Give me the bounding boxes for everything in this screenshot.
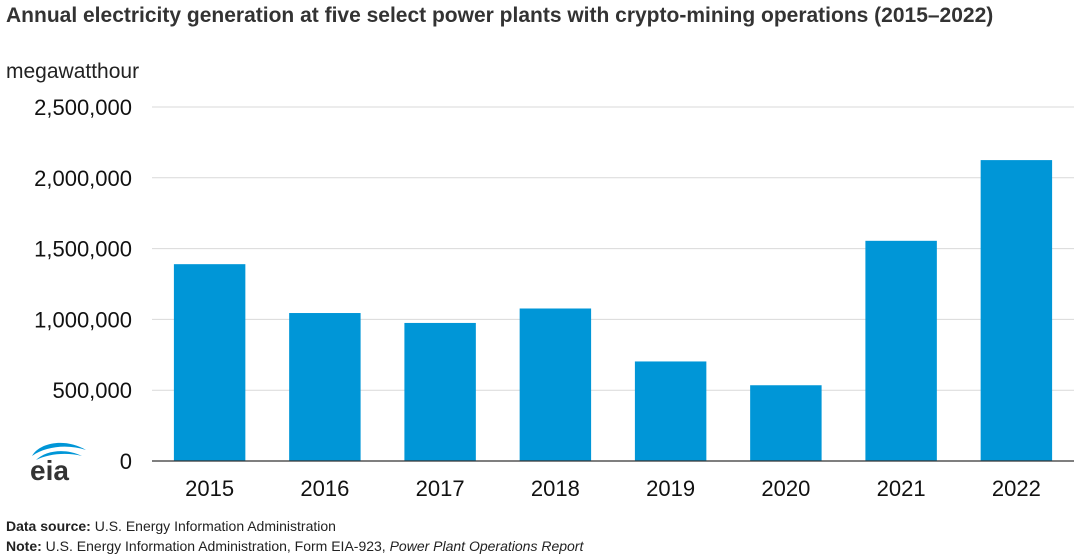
x-tick-label: 2015 [185,476,234,501]
eia-logo: eia [30,442,86,484]
x-tick-label: 2021 [877,476,926,501]
chart-title: Annual electricity generation at five se… [6,4,994,27]
bar-2015 [173,264,246,461]
x-tick-label: 2022 [992,476,1041,501]
y-tick-label: 2,000,000 [34,166,132,191]
y-tick-label: 500,000 [52,378,132,403]
data-source-label: Data source: [6,518,91,534]
bar-2018 [519,308,592,461]
y-axis-tick-labels: 0 500,000 1,000,000 1,500,000 2,000,000 2,500… [34,95,132,474]
x-tick-label: 2017 [416,476,465,501]
x-axis-tick-labels: 2015 2016 2017 2018 2019 2020 2021 2022 [185,476,1041,501]
y-tick-label: 0 [120,449,132,474]
bar-2019 [634,361,707,461]
bar-2022 [980,160,1053,461]
logo-text: eia [30,455,69,484]
note-report-title: Power Plant Operations Report [389,538,584,554]
x-tick-label: 2020 [761,476,810,501]
logo-swoosh-outer [32,442,86,456]
data-source-text: U.S. Energy Information Administration [94,518,336,534]
logo-swoosh-inner [36,451,82,460]
y-axis-unit-label: megawatthour [6,60,140,83]
bar-2017 [404,322,476,461]
bar-2020 [750,385,822,461]
bar-2021 [865,240,937,461]
bar-chart: 0 500,000 1,000,000 1,500,000 2,000,000 2,500… [34,95,1074,501]
bar-2016 [289,313,361,461]
x-tick-label: 2018 [531,476,580,501]
data-source-line: Data source: U.S. Energy Information Adm… [6,518,336,534]
x-tick-label: 2016 [300,476,349,501]
note-line: Note: U.S. Energy Information Administra… [6,538,583,554]
note-text: U.S. Energy Information Administration, … [45,538,386,554]
x-tick-label: 2019 [646,476,695,501]
note-label: Note: [6,538,42,554]
y-tick-label: 2,500,000 [34,95,132,120]
bars [173,160,1053,461]
y-tick-label: 1,000,000 [34,307,132,332]
y-tick-label: 1,500,000 [34,237,132,262]
